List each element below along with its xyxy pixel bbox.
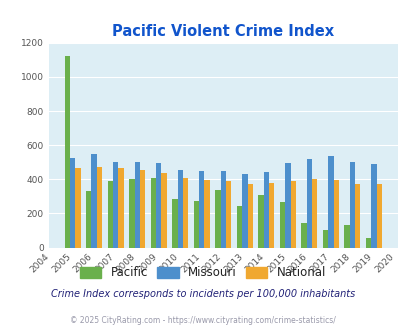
Bar [349,162,354,248]
Bar [284,163,290,248]
Bar [64,56,70,248]
Bar [241,174,247,248]
Bar [279,202,284,248]
Bar [107,181,113,248]
Legend: Pacific, Missouri, National: Pacific, Missouri, National [75,262,330,284]
Bar [177,170,183,248]
Bar [113,162,118,248]
Bar [118,168,124,248]
Bar [91,154,97,248]
Bar [327,156,333,248]
Bar [269,183,274,248]
Bar [70,158,75,248]
Bar [376,183,381,248]
Bar [86,191,91,248]
Bar [193,201,198,248]
Bar [134,162,140,248]
Bar [156,163,161,248]
Bar [365,238,370,248]
Bar [306,159,311,248]
Bar [183,179,188,248]
Text: Crime Index corresponds to incidents per 100,000 inhabitants: Crime Index corresponds to incidents per… [51,289,354,299]
Bar [258,195,263,248]
Text: © 2025 CityRating.com - https://www.cityrating.com/crime-statistics/: © 2025 CityRating.com - https://www.city… [70,316,335,325]
Bar [140,170,145,248]
Bar [333,180,338,248]
Bar [311,179,317,248]
Bar [97,167,102,248]
Bar [150,179,156,248]
Bar [236,206,241,248]
Bar [172,199,177,248]
Title: Pacific Violent Crime Index: Pacific Violent Crime Index [112,24,334,39]
Bar [354,183,360,248]
Bar [247,183,252,248]
Bar [198,171,204,248]
Bar [220,171,226,248]
Bar [290,181,295,248]
Bar [75,168,81,248]
Bar [322,230,327,248]
Bar [370,164,376,248]
Bar [161,173,166,248]
Bar [343,225,349,248]
Bar [129,179,134,248]
Bar [226,181,231,248]
Bar [301,223,306,248]
Bar [215,189,220,248]
Bar [263,172,269,248]
Bar [204,180,209,248]
